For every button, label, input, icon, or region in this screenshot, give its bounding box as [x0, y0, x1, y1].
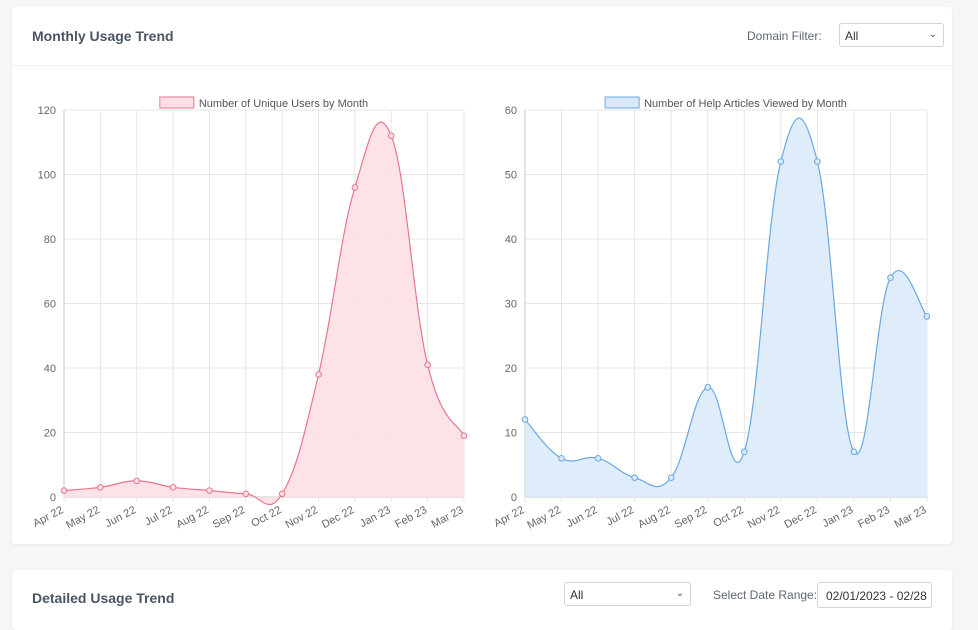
y-tick-label: 30: [505, 299, 517, 311]
x-tick-label: Mar 23: [430, 504, 466, 531]
x-tick-label: May 22: [64, 504, 101, 532]
y-tick-label: 120: [38, 105, 56, 117]
data-point: [558, 455, 565, 462]
x-tick-label: Dec 22: [320, 504, 356, 531]
legend-swatch: [159, 96, 195, 109]
x-tick-label: Apr 22: [492, 504, 526, 530]
data-point: [133, 477, 141, 485]
x-tick-label: Dec 22: [782, 504, 818, 531]
card-title: Detailed Usage Trend: [32, 590, 175, 606]
x-tick-label: Jul 22: [604, 504, 636, 528]
domain-filter-label: Domain Filter:: [747, 29, 822, 43]
y-tick-label: 100: [38, 170, 56, 182]
data-point: [923, 313, 931, 320]
x-tick-label: Feb 23: [856, 504, 892, 531]
domain-filter-select[interactable]: All ⌄: [839, 23, 944, 47]
y-tick-label: 10: [505, 428, 517, 440]
data-point: [206, 487, 213, 494]
chevron-down-icon: ⌄: [675, 588, 684, 599]
x-tick-label: Sep 22: [673, 504, 709, 531]
data-point: [278, 490, 286, 498]
x-tick-label: Aug 22: [174, 504, 210, 531]
detailed-usage-card: Detailed Usage Trend All ⌄ Select Date R…: [12, 570, 952, 630]
legend-swatch: [604, 96, 640, 109]
legend-label: Number of Unique Users by Month: [199, 98, 368, 110]
x-tick-label: Oct 22: [249, 504, 283, 530]
x-tick-label: Jan 23: [358, 504, 393, 530]
x-tick-label: Nov 22: [284, 504, 320, 531]
data-point: [242, 490, 250, 498]
data-point: [631, 474, 638, 481]
data-point: [740, 448, 748, 456]
series-area: [64, 122, 464, 505]
series-area: [525, 118, 927, 497]
x-tick-label: Feb 23: [393, 504, 429, 531]
data-point: [850, 448, 858, 456]
y-tick-label: 0: [511, 492, 517, 504]
date-range-input[interactable]: 02/01/2023 - 02/28: [817, 582, 932, 608]
x-tick-label: Apr 22: [31, 504, 65, 530]
x-tick-label: Jan 23: [821, 504, 856, 530]
x-tick-label: Jun 22: [565, 504, 600, 530]
x-tick-label: Nov 22: [746, 504, 782, 531]
data-point: [667, 474, 675, 481]
domain-filter-value: All: [845, 29, 859, 43]
data-point: [97, 484, 104, 491]
y-tick-label: 20: [505, 363, 517, 375]
data-point: [351, 184, 359, 191]
y-tick-label: 60: [505, 105, 517, 117]
y-tick-label: 50: [505, 170, 517, 182]
legend-label: Number of Help Articles Viewed by Month: [644, 98, 847, 110]
card-title: Monthly Usage Trend: [32, 28, 174, 44]
x-tick-label: Jun 22: [103, 504, 138, 530]
data-point: [521, 416, 529, 423]
x-tick-label: May 22: [525, 504, 562, 532]
date-range-label: Select Date Range:: [713, 588, 818, 602]
y-tick-label: 20: [44, 428, 56, 440]
chevron-down-icon: ⌄: [928, 29, 937, 40]
y-tick-label: 0: [50, 492, 56, 504]
series-line: [63, 121, 465, 506]
x-tick-label: Sep 22: [211, 504, 247, 531]
y-tick-label: 80: [44, 234, 56, 246]
data-point: [594, 455, 602, 462]
x-tick-label: Aug 22: [636, 504, 672, 531]
detailed-filter-value: All: [570, 588, 584, 602]
x-tick-label: Oct 22: [711, 504, 745, 530]
data-point: [169, 484, 177, 491]
y-tick-label: 60: [44, 299, 56, 311]
data-point: [387, 132, 395, 140]
y-tick-label: 40: [44, 363, 56, 375]
data-point: [60, 487, 68, 494]
data-point: [460, 432, 468, 440]
x-tick-label: Mar 23: [893, 504, 929, 531]
card-header: Monthly Usage Trend Domain Filter: All ⌄: [12, 7, 952, 66]
detailed-filter-select[interactable]: All ⌄: [564, 582, 691, 606]
x-tick-label: Jul 22: [143, 504, 175, 528]
data-point: [777, 158, 785, 165]
data-point: [704, 384, 712, 391]
data-point: [424, 361, 431, 369]
help-articles-chart: 0 10 20 30 40 50 60 Apr 22 May 22 Jun 22 Jul 22 Aug…: [492, 96, 931, 532]
data-point: [814, 158, 821, 165]
data-point: [315, 371, 322, 378]
y-tick-label: 40: [505, 234, 517, 246]
monthly-usage-card: Monthly Usage Trend Domain Filter: All ⌄…: [12, 7, 952, 544]
series-line: [524, 117, 928, 488]
data-point: [887, 274, 894, 281]
